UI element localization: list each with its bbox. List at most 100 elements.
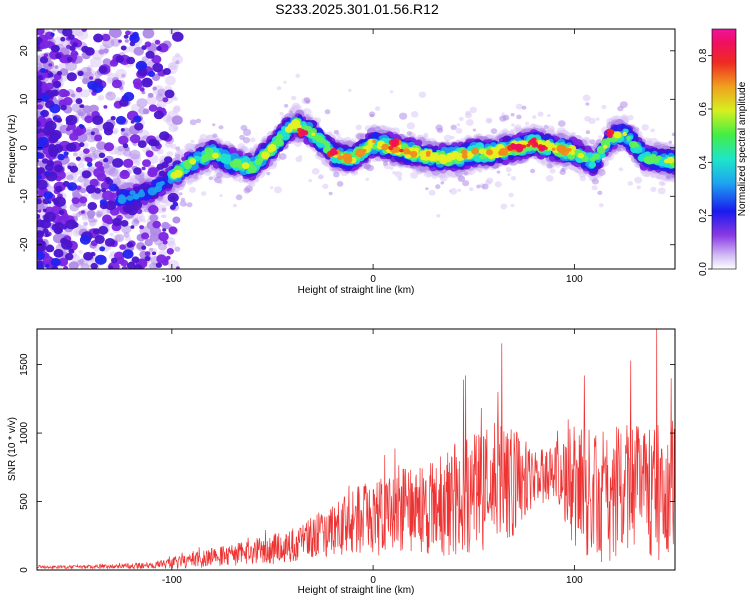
heatmap-cell — [54, 164, 64, 173]
heatmap-cell — [333, 129, 340, 135]
heatmap-cell — [435, 124, 443, 131]
heatmap-cell — [65, 253, 74, 261]
heatmap-cell — [37, 178, 41, 186]
heatmap-cell — [87, 213, 95, 220]
heatmap-cell — [87, 162, 93, 167]
heatmap-cell — [149, 232, 161, 242]
heatmap-cell — [266, 171, 271, 176]
heatmap-cell — [119, 170, 130, 180]
heatmap-cell — [40, 68, 46, 73]
heatmap-cell — [145, 150, 154, 158]
heatmap-cell — [72, 90, 83, 100]
heatmap-cell — [43, 191, 53, 200]
heatmap-cell — [67, 182, 78, 191]
heatmap-cell — [97, 95, 105, 101]
heatmap-cell — [514, 124, 522, 131]
heatmap-cell — [55, 53, 62, 59]
heatmap-cell — [530, 168, 536, 174]
heatmap-cell — [164, 89, 175, 99]
heatmap-cell — [60, 36, 66, 42]
heatmap-cell — [212, 133, 218, 138]
heatmap-cell — [129, 149, 141, 160]
heatmap-cell — [161, 161, 169, 168]
heatmap-cell — [291, 95, 297, 101]
heatmap-cell — [64, 154, 68, 159]
heatmap-cell — [627, 181, 634, 186]
heatmap-cell — [195, 118, 202, 124]
heatmap-cell — [108, 183, 119, 192]
heatmap-cell — [98, 65, 108, 74]
heatmap-cell — [505, 167, 512, 173]
heatmap-cell — [56, 71, 63, 76]
heatmap-cell — [141, 91, 146, 95]
spectrogram-heatmap — [37, 29, 675, 269]
heatmap-cell — [481, 183, 489, 190]
heatmap-cell — [579, 175, 587, 182]
heatmap-cell — [597, 190, 603, 195]
heatmap-cell — [148, 247, 154, 252]
heatmap-cell — [71, 197, 80, 205]
heatmap-cell — [121, 224, 132, 234]
heatmap-cell — [98, 49, 105, 55]
heatmap-cell — [96, 213, 102, 219]
heatmap-cell — [199, 133, 208, 141]
heatmap-cell — [392, 171, 397, 175]
heatmap-cell — [173, 126, 179, 131]
heatmap-cell — [141, 77, 153, 88]
heatmap-cell — [235, 194, 243, 201]
heatmap-cell — [394, 171, 403, 178]
heatmap-cell — [45, 233, 50, 237]
heatmap-cell — [158, 170, 166, 177]
heatmap-cell — [103, 158, 109, 163]
heatmap-cell — [242, 137, 251, 144]
heatmap-cell — [547, 114, 551, 117]
heatmap-cell — [132, 31, 139, 38]
heatmap-cell — [502, 128, 509, 135]
heatmap-cell — [589, 139, 596, 145]
heatmap-cell — [62, 29, 73, 37]
heatmap-cell — [425, 187, 429, 191]
heatmap-cell — [175, 146, 181, 151]
heatmap-cell — [37, 104, 43, 110]
heatmap-cell — [126, 261, 136, 269]
heatmap-cell — [42, 228, 49, 234]
heatmap-cell — [43, 217, 50, 223]
heatmap-cell — [144, 251, 151, 257]
heatmap-cell — [369, 113, 374, 118]
heatmap-cell — [101, 33, 111, 42]
heatmap-cell — [406, 131, 412, 136]
heatmap-cell — [92, 115, 104, 125]
heatmap-cell — [270, 186, 274, 190]
heatmap-cell — [168, 259, 180, 269]
heatmap-cell — [111, 79, 123, 89]
heatmap-cell — [93, 33, 104, 43]
heatmap-cell — [164, 199, 169, 203]
heatmap-cell — [58, 257, 69, 267]
heatmap-cell — [52, 80, 62, 89]
heatmap-cell — [501, 112, 505, 116]
heatmap-cell — [170, 143, 177, 149]
heatmap-cell — [440, 181, 445, 185]
heatmap-cell — [84, 115, 94, 124]
heatmap-cell — [410, 111, 419, 118]
heatmap-cell — [144, 41, 152, 48]
heatmap-cell — [141, 232, 150, 240]
heatmap-cell — [50, 44, 60, 53]
heatmap-cell — [627, 114, 634, 121]
heatmap-cell — [92, 228, 100, 235]
heatmap-cell — [94, 235, 105, 244]
heatmap-cell — [69, 165, 79, 173]
heatmap-cell — [70, 93, 76, 98]
heatmap-cell — [120, 220, 129, 227]
heatmap-cell — [155, 94, 165, 102]
heatmap-cell — [597, 168, 606, 176]
heatmap-cell — [104, 238, 115, 247]
heatmap-cell — [124, 39, 129, 43]
heatmap-cell — [456, 123, 461, 127]
heatmap-cell — [450, 124, 457, 130]
heatmap-cell — [511, 123, 515, 127]
heatmap-cell — [546, 163, 553, 169]
heatmap-cell — [37, 46, 41, 50]
heatmap-cell — [51, 265, 59, 269]
